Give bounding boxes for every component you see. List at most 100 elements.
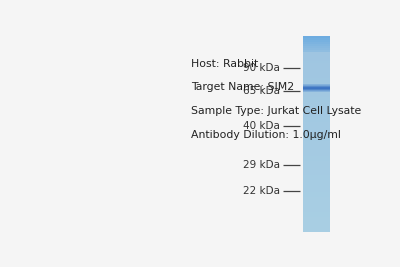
Bar xyxy=(304,134,330,137)
Bar xyxy=(304,92,330,95)
Bar xyxy=(304,190,330,193)
Text: Host: Rabbit: Host: Rabbit xyxy=(191,59,258,69)
Bar xyxy=(304,68,330,71)
Bar xyxy=(304,42,330,45)
Bar xyxy=(304,148,330,151)
Bar xyxy=(304,175,330,178)
Bar xyxy=(303,85,330,86)
Text: Sample Type: Jurkat Cell Lysate: Sample Type: Jurkat Cell Lysate xyxy=(191,106,361,116)
Bar xyxy=(304,48,330,52)
Bar xyxy=(304,46,330,49)
Bar xyxy=(304,163,330,166)
Text: 65 kDa: 65 kDa xyxy=(242,86,280,96)
Bar xyxy=(304,90,330,93)
Bar xyxy=(303,88,330,89)
Bar xyxy=(304,112,330,115)
Bar xyxy=(303,88,330,89)
Bar xyxy=(304,104,330,108)
Bar xyxy=(304,58,330,61)
Bar xyxy=(304,185,330,188)
Bar xyxy=(303,87,330,88)
Bar xyxy=(304,107,330,110)
Bar xyxy=(304,44,330,46)
Bar xyxy=(304,38,330,41)
Bar xyxy=(304,158,330,161)
Bar xyxy=(304,214,330,217)
Bar xyxy=(304,63,330,66)
Bar xyxy=(304,65,330,69)
Bar xyxy=(303,89,330,90)
Bar xyxy=(304,61,330,64)
Bar xyxy=(304,100,330,103)
Bar xyxy=(304,207,330,210)
Bar xyxy=(304,41,330,44)
Bar xyxy=(304,219,330,222)
Bar xyxy=(304,224,330,227)
Bar xyxy=(304,95,330,98)
Bar xyxy=(304,178,330,181)
Bar xyxy=(304,50,330,52)
Bar xyxy=(304,51,330,54)
Bar xyxy=(304,40,330,43)
Bar xyxy=(304,70,330,73)
Bar xyxy=(304,227,330,230)
Bar xyxy=(304,193,330,195)
Text: 22 kDa: 22 kDa xyxy=(242,186,280,196)
Bar xyxy=(304,73,330,76)
Bar xyxy=(303,86,330,87)
Bar xyxy=(304,180,330,183)
Bar xyxy=(304,46,330,49)
Text: 29 kDa: 29 kDa xyxy=(242,160,280,170)
Bar xyxy=(304,75,330,78)
Text: Target Name: SIM2: Target Name: SIM2 xyxy=(191,83,294,92)
Bar xyxy=(303,87,330,88)
Bar xyxy=(303,89,330,90)
Bar xyxy=(304,222,330,225)
Bar xyxy=(304,146,330,149)
Bar xyxy=(304,141,330,144)
Text: 90 kDa: 90 kDa xyxy=(243,63,280,73)
Bar xyxy=(304,136,330,139)
Bar xyxy=(304,121,330,125)
Text: Antibody Dilution: 1.0μg/ml: Antibody Dilution: 1.0μg/ml xyxy=(191,130,341,140)
Bar xyxy=(304,200,330,203)
Text: 40 kDa: 40 kDa xyxy=(243,121,280,131)
Bar xyxy=(304,127,330,129)
Bar xyxy=(304,212,330,215)
Bar xyxy=(304,102,330,105)
Bar xyxy=(303,85,330,86)
Bar xyxy=(304,78,330,81)
Bar xyxy=(304,109,330,112)
Bar xyxy=(304,197,330,200)
Bar xyxy=(304,119,330,122)
Bar xyxy=(304,173,330,176)
Bar xyxy=(304,168,330,171)
Bar xyxy=(304,39,330,42)
Bar xyxy=(304,87,330,91)
Bar xyxy=(304,151,330,154)
Bar xyxy=(304,187,330,191)
Bar xyxy=(304,53,330,56)
Bar xyxy=(304,85,330,88)
Bar xyxy=(304,144,330,147)
Bar xyxy=(303,86,330,87)
Bar xyxy=(304,156,330,159)
Bar xyxy=(304,217,330,220)
Bar xyxy=(304,117,330,120)
Bar xyxy=(304,195,330,198)
Bar xyxy=(304,83,330,86)
Bar xyxy=(304,129,330,132)
Bar xyxy=(303,84,330,85)
Bar xyxy=(303,90,330,91)
Bar xyxy=(304,124,330,127)
Bar xyxy=(304,44,330,46)
Bar xyxy=(304,36,330,39)
Bar xyxy=(304,205,330,208)
Bar xyxy=(304,97,330,100)
Bar xyxy=(304,183,330,186)
Bar xyxy=(304,210,330,213)
Bar xyxy=(304,131,330,134)
Bar xyxy=(304,166,330,168)
Bar xyxy=(304,36,330,39)
Bar xyxy=(304,48,330,50)
